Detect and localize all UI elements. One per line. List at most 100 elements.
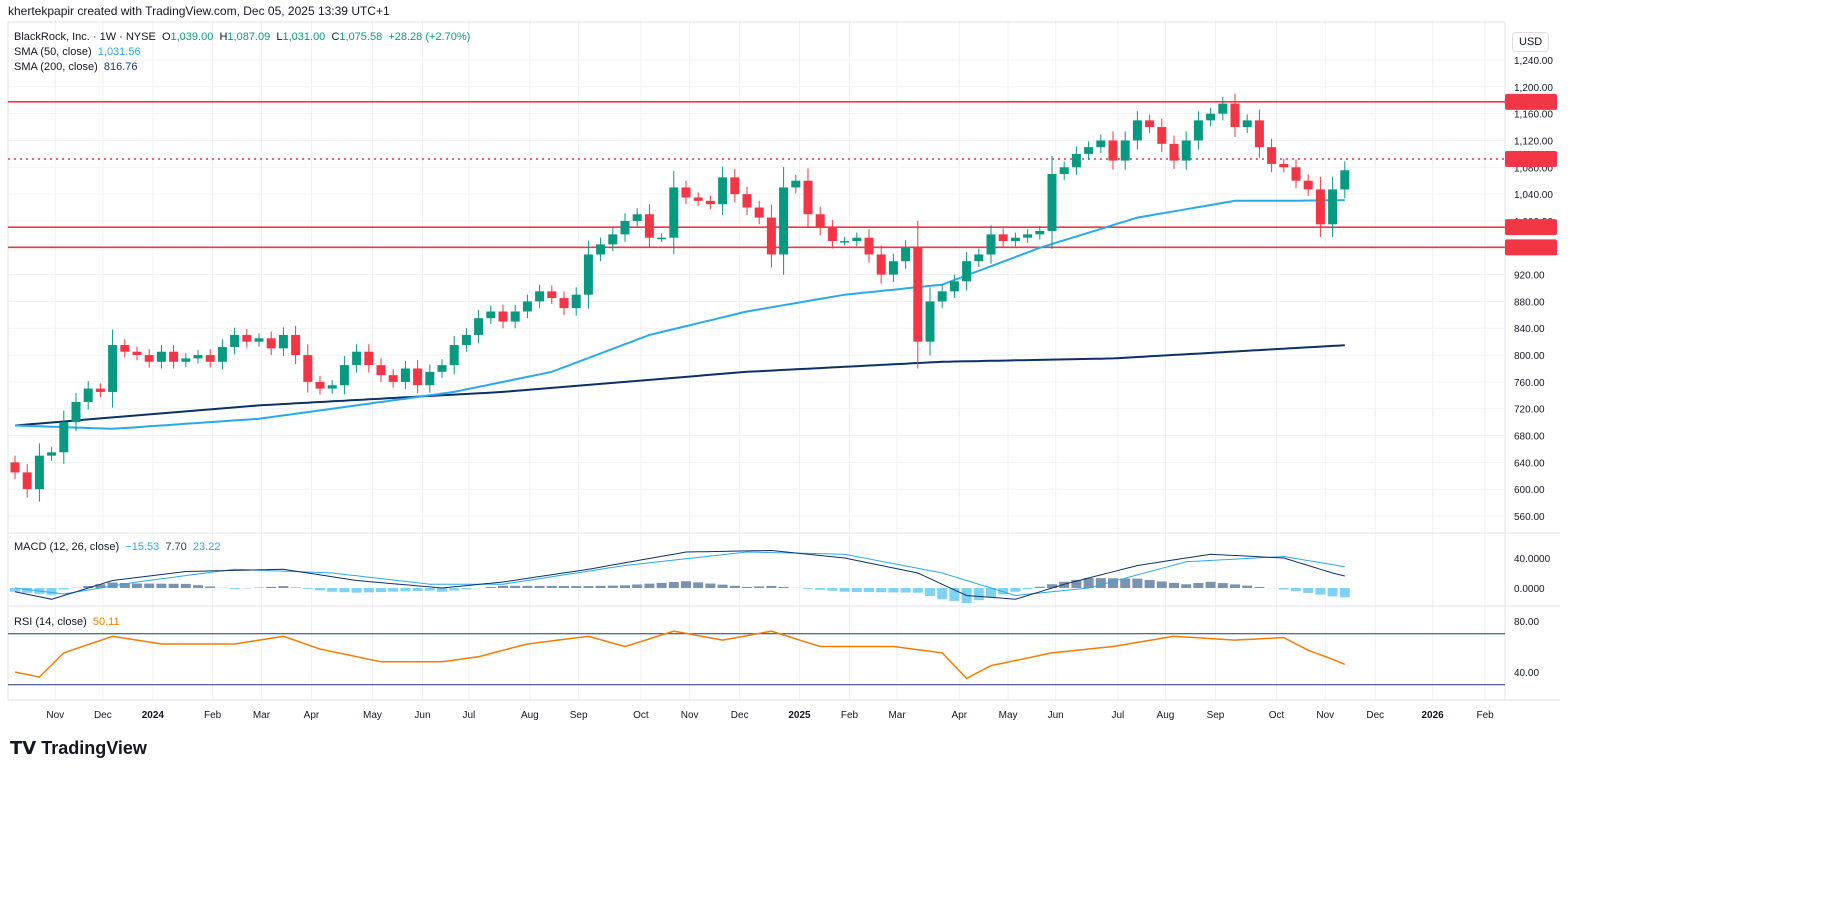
macd-histogram-bar: [107, 582, 118, 588]
candle-body: [22, 472, 32, 490]
price-label-badge: [1505, 151, 1557, 168]
candle-body: [522, 301, 532, 312]
price-tick-label: 760.00: [1514, 378, 1545, 389]
sma200-legend[interactable]: SMA (200, close) 816.76: [14, 61, 138, 73]
candle-body: [71, 402, 81, 423]
macd-legend[interactable]: MACD (12, 26, close) −15.53 7.70 23.22: [14, 541, 221, 553]
macd-histogram-bar: [668, 582, 679, 588]
candle-body: [34, 455, 44, 490]
macd-histogram-bar: [1144, 580, 1155, 588]
candle-body: [1303, 180, 1313, 190]
macd-histogram-bar: [1095, 578, 1106, 588]
candle-body: [437, 365, 447, 372]
sma50-legend[interactable]: SMA (50, close) 1,031.56: [14, 46, 141, 58]
price-tick-label: 840.00: [1514, 324, 1545, 335]
macd-histogram-bar: [278, 586, 289, 588]
time-tick-label: Nov: [681, 710, 699, 721]
macd-histogram-bar: [546, 585, 557, 588]
candle-body: [1267, 147, 1277, 164]
macd-histogram-bar: [595, 585, 606, 588]
macd-histogram-bar: [620, 585, 630, 588]
candle-body: [83, 388, 93, 403]
macd-histogram-bar: [1108, 578, 1118, 588]
rsi-tick-label: 40.00: [1514, 668, 1539, 679]
price-tick-label: 1,120.00: [1514, 136, 1553, 147]
price-tick-label: 560.00: [1514, 512, 1545, 523]
macd-histogram-bar: [1315, 588, 1326, 595]
macd-histogram-bar: [607, 585, 618, 588]
macd-histogram-bar: [876, 588, 887, 593]
rsi-line: [14, 630, 1346, 680]
macd-histogram-bar: [1217, 583, 1228, 588]
macd-histogram-bar: [864, 588, 874, 593]
candle-body: [876, 254, 886, 275]
macd-histogram-bar: [1120, 578, 1131, 588]
candle-body: [1291, 167, 1301, 181]
macd-histogram-bar: [973, 588, 984, 601]
macd-histogram-bar: [1059, 581, 1070, 588]
macd-histogram-bar: [1156, 581, 1167, 588]
candle-body: [461, 334, 471, 346]
candle-body: [620, 220, 630, 235]
candle-body: [1023, 234, 1033, 238]
time-tick-label: Dec: [731, 710, 749, 721]
candle-body: [339, 365, 349, 386]
macd-histogram-bar: [168, 583, 179, 588]
candle-body: [376, 365, 386, 376]
macd-histogram-bar: [925, 588, 935, 596]
tradingview-logo[interactable]: 𝗧𝗩 TradingView: [10, 738, 147, 758]
candle-body: [949, 281, 959, 292]
macd-histogram-bar: [376, 588, 386, 593]
time-tick-label: Sep: [570, 710, 588, 721]
rsi-legend[interactable]: RSI (14, close) 50.11: [14, 616, 120, 628]
price-label-badge: [1505, 219, 1557, 236]
candle-body: [1132, 120, 1142, 141]
macd-histogram-bar: [656, 582, 667, 588]
candle-body: [1157, 127, 1167, 144]
candle-body: [644, 214, 654, 238]
candle-body: [913, 247, 923, 342]
candle-body: [108, 345, 118, 392]
macd-histogram-bar: [412, 588, 423, 592]
macd-histogram-bar: [1303, 588, 1314, 593]
tv-logo-icon: 𝗧𝗩: [10, 738, 42, 758]
candle-body: [840, 241, 850, 243]
price-tick-label: 880.00: [1514, 297, 1545, 308]
time-tick-label: Feb: [204, 710, 222, 721]
macd-signal-line: [14, 551, 1345, 597]
macd-histogram-bar: [1022, 588, 1033, 590]
candle-body: [10, 462, 20, 473]
time-tick-label: Nov: [1316, 710, 1334, 721]
candle-body: [156, 351, 166, 362]
currency-button[interactable]: USD: [1512, 32, 1550, 52]
price-tick-label: 640.00: [1514, 458, 1545, 469]
candle-body: [266, 338, 276, 349]
candle-body: [1035, 231, 1045, 235]
candle-body: [1071, 153, 1081, 168]
candle-body: [986, 234, 996, 255]
macd-histogram-bar: [193, 585, 203, 588]
macd-histogram-bar: [339, 588, 350, 593]
candle-body: [413, 368, 423, 386]
time-tick-label: May: [999, 710, 1018, 721]
macd-histogram-bar: [327, 588, 338, 592]
macd-histogram-bar: [1071, 579, 1082, 588]
macd-histogram-bar: [83, 586, 94, 588]
candle-body: [1084, 147, 1094, 154]
macd-histogram-bar: [46, 588, 57, 595]
macd-histogram-bar: [10, 588, 20, 592]
credit-text: khertekpapir created with TradingView.co…: [8, 4, 390, 18]
macd-histogram-bar: [693, 582, 704, 588]
macd-histogram-bar: [1169, 582, 1179, 588]
macd-histogram-bar: [449, 588, 460, 591]
macd-line: [14, 549, 1345, 600]
candle-body: [962, 261, 972, 282]
symbol[interactable]: BlackRock, Inc. · 1W · NYSE: [14, 31, 156, 43]
macd-histogram-bar: [632, 584, 643, 588]
candle-body: [1108, 140, 1118, 161]
candle-body: [718, 177, 728, 205]
candle-body: [1169, 143, 1179, 161]
macd-histogram-bar: [1230, 584, 1240, 588]
